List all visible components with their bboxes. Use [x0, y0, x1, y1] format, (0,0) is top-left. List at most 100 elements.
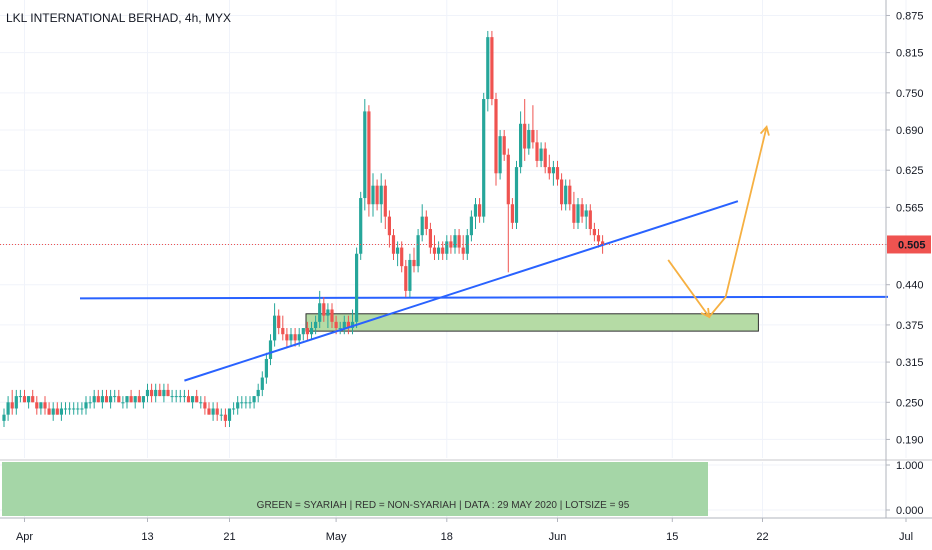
candle-body — [14, 396, 18, 409]
candle-body — [379, 185, 383, 205]
candle-body — [416, 235, 420, 267]
candle-body — [35, 402, 39, 409]
candle-body — [256, 389, 260, 397]
candle-body — [576, 204, 580, 223]
candle-body — [154, 389, 158, 397]
candle-body — [510, 204, 514, 223]
candle-body — [596, 235, 601, 242]
candle-body — [47, 408, 51, 415]
candle-body — [568, 185, 572, 205]
indicator-bar — [2, 462, 708, 516]
candle-body — [564, 185, 568, 205]
candle-body — [2, 414, 6, 421]
candle-body — [289, 334, 293, 341]
candle-body — [129, 396, 133, 403]
candle-body — [482, 99, 486, 217]
candle-body — [6, 402, 10, 415]
candle-body — [457, 235, 461, 248]
candle-body — [76, 408, 80, 410]
time-tick-label: Jun — [549, 531, 567, 543]
price-axis-ticks[interactable]: 0.875 0.815 0.750 0.690 0.625 0.565 0.440 0.375… — [886, 10, 924, 446]
candle-body — [68, 408, 72, 410]
candle-body — [478, 204, 482, 217]
rising-trendline — [184, 200, 739, 382]
candle-body — [166, 389, 170, 397]
candle-body — [502, 136, 506, 155]
candle-body — [539, 148, 543, 161]
candle-body — [219, 414, 223, 416]
candle-body — [371, 185, 375, 205]
candle-body — [551, 167, 555, 174]
candle-body — [432, 247, 437, 254]
time-axis-ticks[interactable]: Apr 13 21 May 18 Jun 15 22 Jul — [16, 518, 913, 543]
candle-body — [486, 37, 490, 100]
price-tick-label: 0.875 — [896, 10, 924, 22]
candle-body — [113, 396, 117, 398]
candle-body — [273, 315, 277, 341]
candle-body — [428, 229, 432, 248]
candle-body — [96, 396, 100, 403]
candle-body — [412, 259, 416, 267]
candle-body — [297, 334, 301, 341]
candle-body — [396, 247, 400, 254]
candle-body — [92, 396, 96, 403]
candle-body — [223, 414, 227, 421]
candle-body — [264, 358, 268, 378]
price-tick-label: 0.815 — [896, 48, 924, 60]
candle-body — [408, 259, 412, 291]
price-tick-label: 0.375 — [896, 320, 924, 332]
candle-body — [330, 309, 334, 322]
time-tick-label: May — [326, 531, 347, 543]
price-tick-label: 0.625 — [896, 165, 924, 177]
candle-body — [555, 167, 560, 180]
candle-body — [186, 396, 191, 403]
candles — [2, 30, 605, 428]
candle-body — [400, 247, 404, 267]
indicator-tick-label: 0.000 — [896, 505, 924, 517]
candle-body — [445, 241, 449, 254]
candle-body — [141, 396, 145, 403]
candle-body — [248, 402, 252, 404]
candle-body — [560, 179, 564, 205]
candle-body — [363, 111, 367, 199]
candle-body — [80, 408, 84, 410]
candle-body — [63, 408, 68, 410]
candle-body — [174, 396, 178, 398]
candle-body — [117, 396, 121, 403]
candle-body — [359, 198, 363, 254]
candle-body — [404, 266, 408, 291]
candle-body — [285, 334, 289, 341]
time-tick-label: 21 — [223, 531, 235, 543]
candle-body — [281, 328, 285, 335]
candle-body — [236, 402, 240, 409]
candle-body — [170, 396, 174, 398]
support-zone — [305, 313, 759, 332]
candle-body — [346, 321, 350, 329]
candle-body — [293, 334, 297, 341]
candle-body — [572, 204, 576, 223]
candle-body — [305, 328, 309, 335]
candle-body — [88, 402, 92, 404]
candle-body — [375, 185, 379, 205]
candle-body — [227, 408, 232, 421]
candle-body — [387, 216, 391, 236]
candle-body — [55, 408, 59, 415]
candle-body — [342, 321, 346, 329]
price-tick-label: 0.565 — [896, 202, 924, 214]
candle-body — [490, 37, 494, 100]
arrow-head — [700, 307, 711, 319]
candle-body — [39, 402, 43, 409]
price-tick-label: 0.750 — [896, 88, 924, 100]
candle-body — [240, 402, 244, 404]
projection-arrow-path — [667, 126, 768, 319]
candle-body — [527, 129, 531, 149]
candle-body — [461, 247, 465, 254]
candle-body — [31, 396, 35, 403]
candle-body — [588, 210, 592, 229]
candle-body — [203, 402, 207, 409]
candle-body — [441, 247, 445, 254]
candle-body — [424, 216, 428, 229]
projection-arrow-heads — [700, 125, 770, 319]
candle-body — [109, 396, 113, 403]
